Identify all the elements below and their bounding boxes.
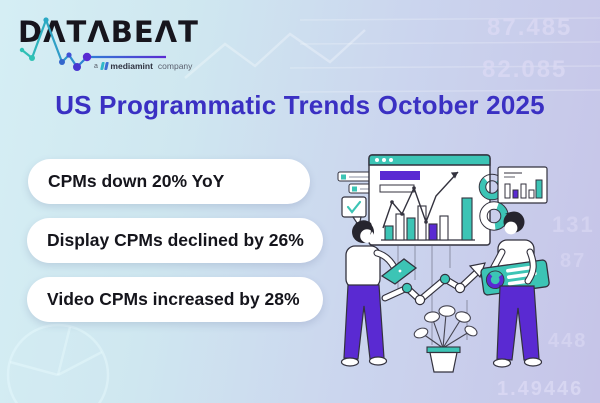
watermark-number: 82.085 xyxy=(482,56,568,83)
plant-illustration xyxy=(413,305,478,373)
background-piechart-watermark xyxy=(6,323,110,403)
tagline-company-word: company xyxy=(157,61,193,71)
databeat-logo-linegraph-icon xyxy=(19,17,166,71)
analyst-man-illustration xyxy=(480,211,550,368)
analytics-illustration xyxy=(337,154,550,373)
highlight-text: Display CPMs declined by 26% xyxy=(47,230,304,250)
trend-arrow-illustration xyxy=(381,262,486,306)
tagline-company-name: mediamint xyxy=(110,61,153,71)
highlight-card-video-cpms: Video CPMs increased by 28% xyxy=(27,277,323,322)
mediamint-tagline: a mediamint company xyxy=(94,61,192,71)
mini-stats-card-illustration xyxy=(497,166,548,204)
highlight-text: CPMs down 20% YoY xyxy=(48,171,225,191)
highlight-card-display-cpms: Display CPMs declined by 26% xyxy=(27,218,323,263)
tagline-prefix: a xyxy=(94,62,98,70)
databeat-logo: DΛTΛBEΛT a mediamint company xyxy=(16,10,216,80)
watermark-number: 87.485 xyxy=(487,14,573,41)
page-title: US Programmatic Trends October 2025 xyxy=(55,90,545,120)
mediamint-bars-icon xyxy=(100,62,109,70)
bar-chart-illustration xyxy=(381,197,475,241)
analyst-woman-illustration xyxy=(340,220,418,367)
highlight-text: Video CPMs increased by 28% xyxy=(47,289,300,309)
browser-window-illustration xyxy=(368,154,491,246)
trend-line-arrow-illustration xyxy=(382,171,459,229)
donut-chart-segmented-icon xyxy=(479,201,509,231)
highlight-card-cpms-yoy: CPMs down 20% YoY xyxy=(28,159,310,204)
